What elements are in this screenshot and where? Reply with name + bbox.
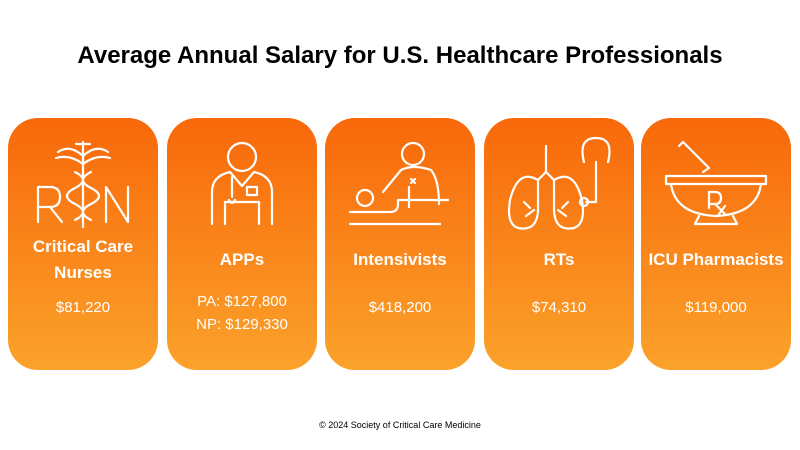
nurse-icon xyxy=(36,140,130,229)
card: RTs $74,310 xyxy=(484,118,634,370)
salary: NP: $129,330 xyxy=(196,316,288,333)
card-label: Intensivists xyxy=(353,250,447,269)
card-label: APPs xyxy=(219,250,265,269)
salary: $418,200 xyxy=(368,298,432,316)
card-values: $74,310 xyxy=(488,282,630,332)
card-label: RTs xyxy=(543,250,575,269)
card: ICU Pharmacists $119,000 xyxy=(641,118,791,370)
card: APPs PA: $127,800 NP: $129,330 xyxy=(167,118,317,370)
app-icon xyxy=(210,141,274,226)
salary: $81,220 xyxy=(55,298,111,316)
card-values: PA: $127,800 NP: $129,330 xyxy=(171,288,313,338)
rt-icon xyxy=(507,136,611,230)
card-values: $418,200 xyxy=(329,282,471,332)
card-label: Critical Care Nurses xyxy=(32,237,134,282)
intensivist-icon xyxy=(348,141,450,226)
card: Critical Care Nurses $81,220 xyxy=(8,118,158,370)
salary: $74,310 xyxy=(531,298,587,316)
card: Intensivists $418,200 xyxy=(325,118,475,370)
pharmacist-icon xyxy=(664,140,768,226)
title: Average Annual Salary for U.S. Healthcar… xyxy=(77,42,723,69)
footer: © 2024 Society of Critical Care Medicine xyxy=(319,420,481,430)
salary: PA: $127,800 xyxy=(197,293,287,310)
card-values: $81,220 xyxy=(12,282,154,332)
card-label: ICU Pharmacists xyxy=(648,250,784,269)
card-values: $119,000 xyxy=(645,282,787,332)
salary: $119,000 xyxy=(685,298,747,316)
